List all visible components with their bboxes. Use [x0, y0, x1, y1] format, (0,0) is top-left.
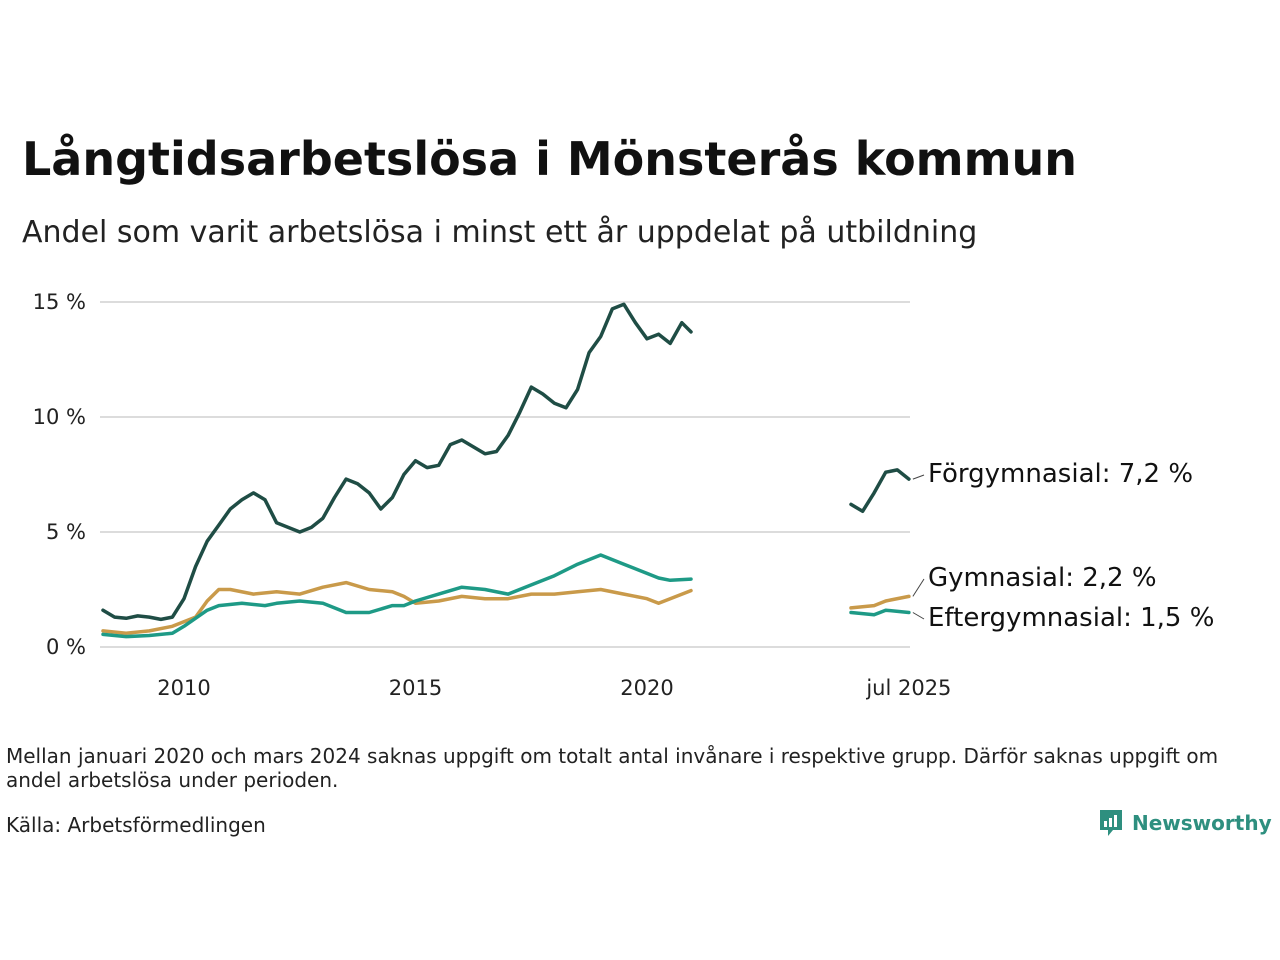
chart-subtitle: Andel som varit arbetslösa i minst ett å…: [22, 215, 978, 250]
grid-lines: [100, 301, 910, 648]
y-tick-label: 10 %: [33, 405, 86, 429]
newsworthy-logo-icon: [1100, 810, 1122, 836]
series-line-förgymnasial: [849, 468, 911, 514]
x-tick-label: 2015: [389, 676, 442, 700]
x-tick-label: 2010: [157, 676, 210, 700]
footnote: Mellan januari 2020 och mars 2024 saknas…: [6, 744, 1219, 792]
series-labels: Förgymnasial: 7,2 % Gymnasial: 2,2 % Efter…: [912, 459, 1214, 633]
series-lines: [101, 302, 911, 639]
series-label-eftergymnasial: Eftergymnasial: 1,5 %: [928, 603, 1214, 633]
label-connector: [912, 474, 925, 480]
series-line-förgymnasial: [101, 302, 693, 622]
label-connector: [912, 612, 925, 620]
x-tick-label: 2020: [620, 676, 673, 700]
y-axis-ticks: 0 % 5 % 10 % 15 %: [33, 290, 86, 659]
series-line-eftergymnasial: [849, 608, 911, 617]
x-tick-label: jul 2025: [865, 676, 951, 700]
label-connector: [912, 578, 925, 597]
series-line-eftergymnasial: [101, 553, 693, 639]
y-tick-label: 15 %: [33, 290, 86, 314]
series-line-gymnasial: [101, 580, 693, 635]
line-chart: 0 % 5 % 10 % 15 % 2010 2015 2020 jul 2025 Förg…: [33, 290, 1215, 700]
x-axis-ticks: 2010 2015 2020 jul 2025: [157, 676, 951, 700]
chart-title: Långtidsarbetslösa i Mönsterås kommun: [22, 132, 1078, 186]
source-text: Källa: Arbetsförmedlingen: [6, 813, 266, 837]
series-line-gymnasial: [849, 594, 911, 610]
y-tick-label: 5 %: [46, 520, 86, 544]
y-tick-label: 0 %: [46, 635, 86, 659]
brand-name: Newsworthy: [1132, 811, 1272, 835]
newsworthy-brand: Newsworthy: [1098, 808, 1272, 838]
series-label-förgymnasial: Förgymnasial: 7,2 %: [928, 459, 1193, 489]
series-label-gymnasial: Gymnasial: 2,2 %: [928, 563, 1157, 593]
